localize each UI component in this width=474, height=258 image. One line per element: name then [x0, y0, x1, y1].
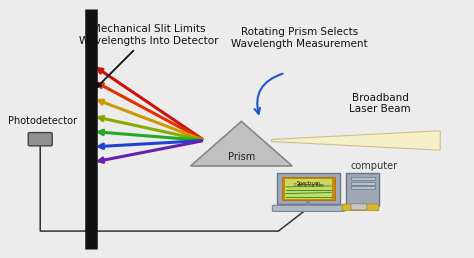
FancyBboxPatch shape — [351, 177, 374, 180]
Polygon shape — [282, 178, 335, 200]
Text: Prism: Prism — [228, 152, 255, 162]
Polygon shape — [191, 121, 292, 166]
Text: Photodetector: Photodetector — [8, 116, 77, 126]
FancyBboxPatch shape — [276, 173, 340, 204]
Text: Mechanical Slit Limits
Wavelengths Into Detector: Mechanical Slit Limits Wavelengths Into … — [79, 24, 219, 87]
FancyBboxPatch shape — [351, 187, 374, 189]
FancyBboxPatch shape — [351, 204, 367, 210]
FancyBboxPatch shape — [28, 133, 52, 146]
Text: Capturing App: Capturing App — [293, 183, 323, 187]
Text: Spectrum: Spectrum — [296, 181, 320, 186]
Text: Rotating Prism Selects
Wavelength Measurement: Rotating Prism Selects Wavelength Measur… — [231, 27, 367, 49]
FancyBboxPatch shape — [346, 173, 379, 206]
FancyBboxPatch shape — [342, 204, 379, 211]
FancyBboxPatch shape — [273, 205, 345, 212]
Polygon shape — [272, 131, 440, 150]
Text: Broadband
Laser Beam: Broadband Laser Beam — [349, 93, 411, 114]
FancyBboxPatch shape — [351, 182, 374, 185]
Text: computer: computer — [351, 161, 398, 171]
Polygon shape — [285, 179, 332, 199]
